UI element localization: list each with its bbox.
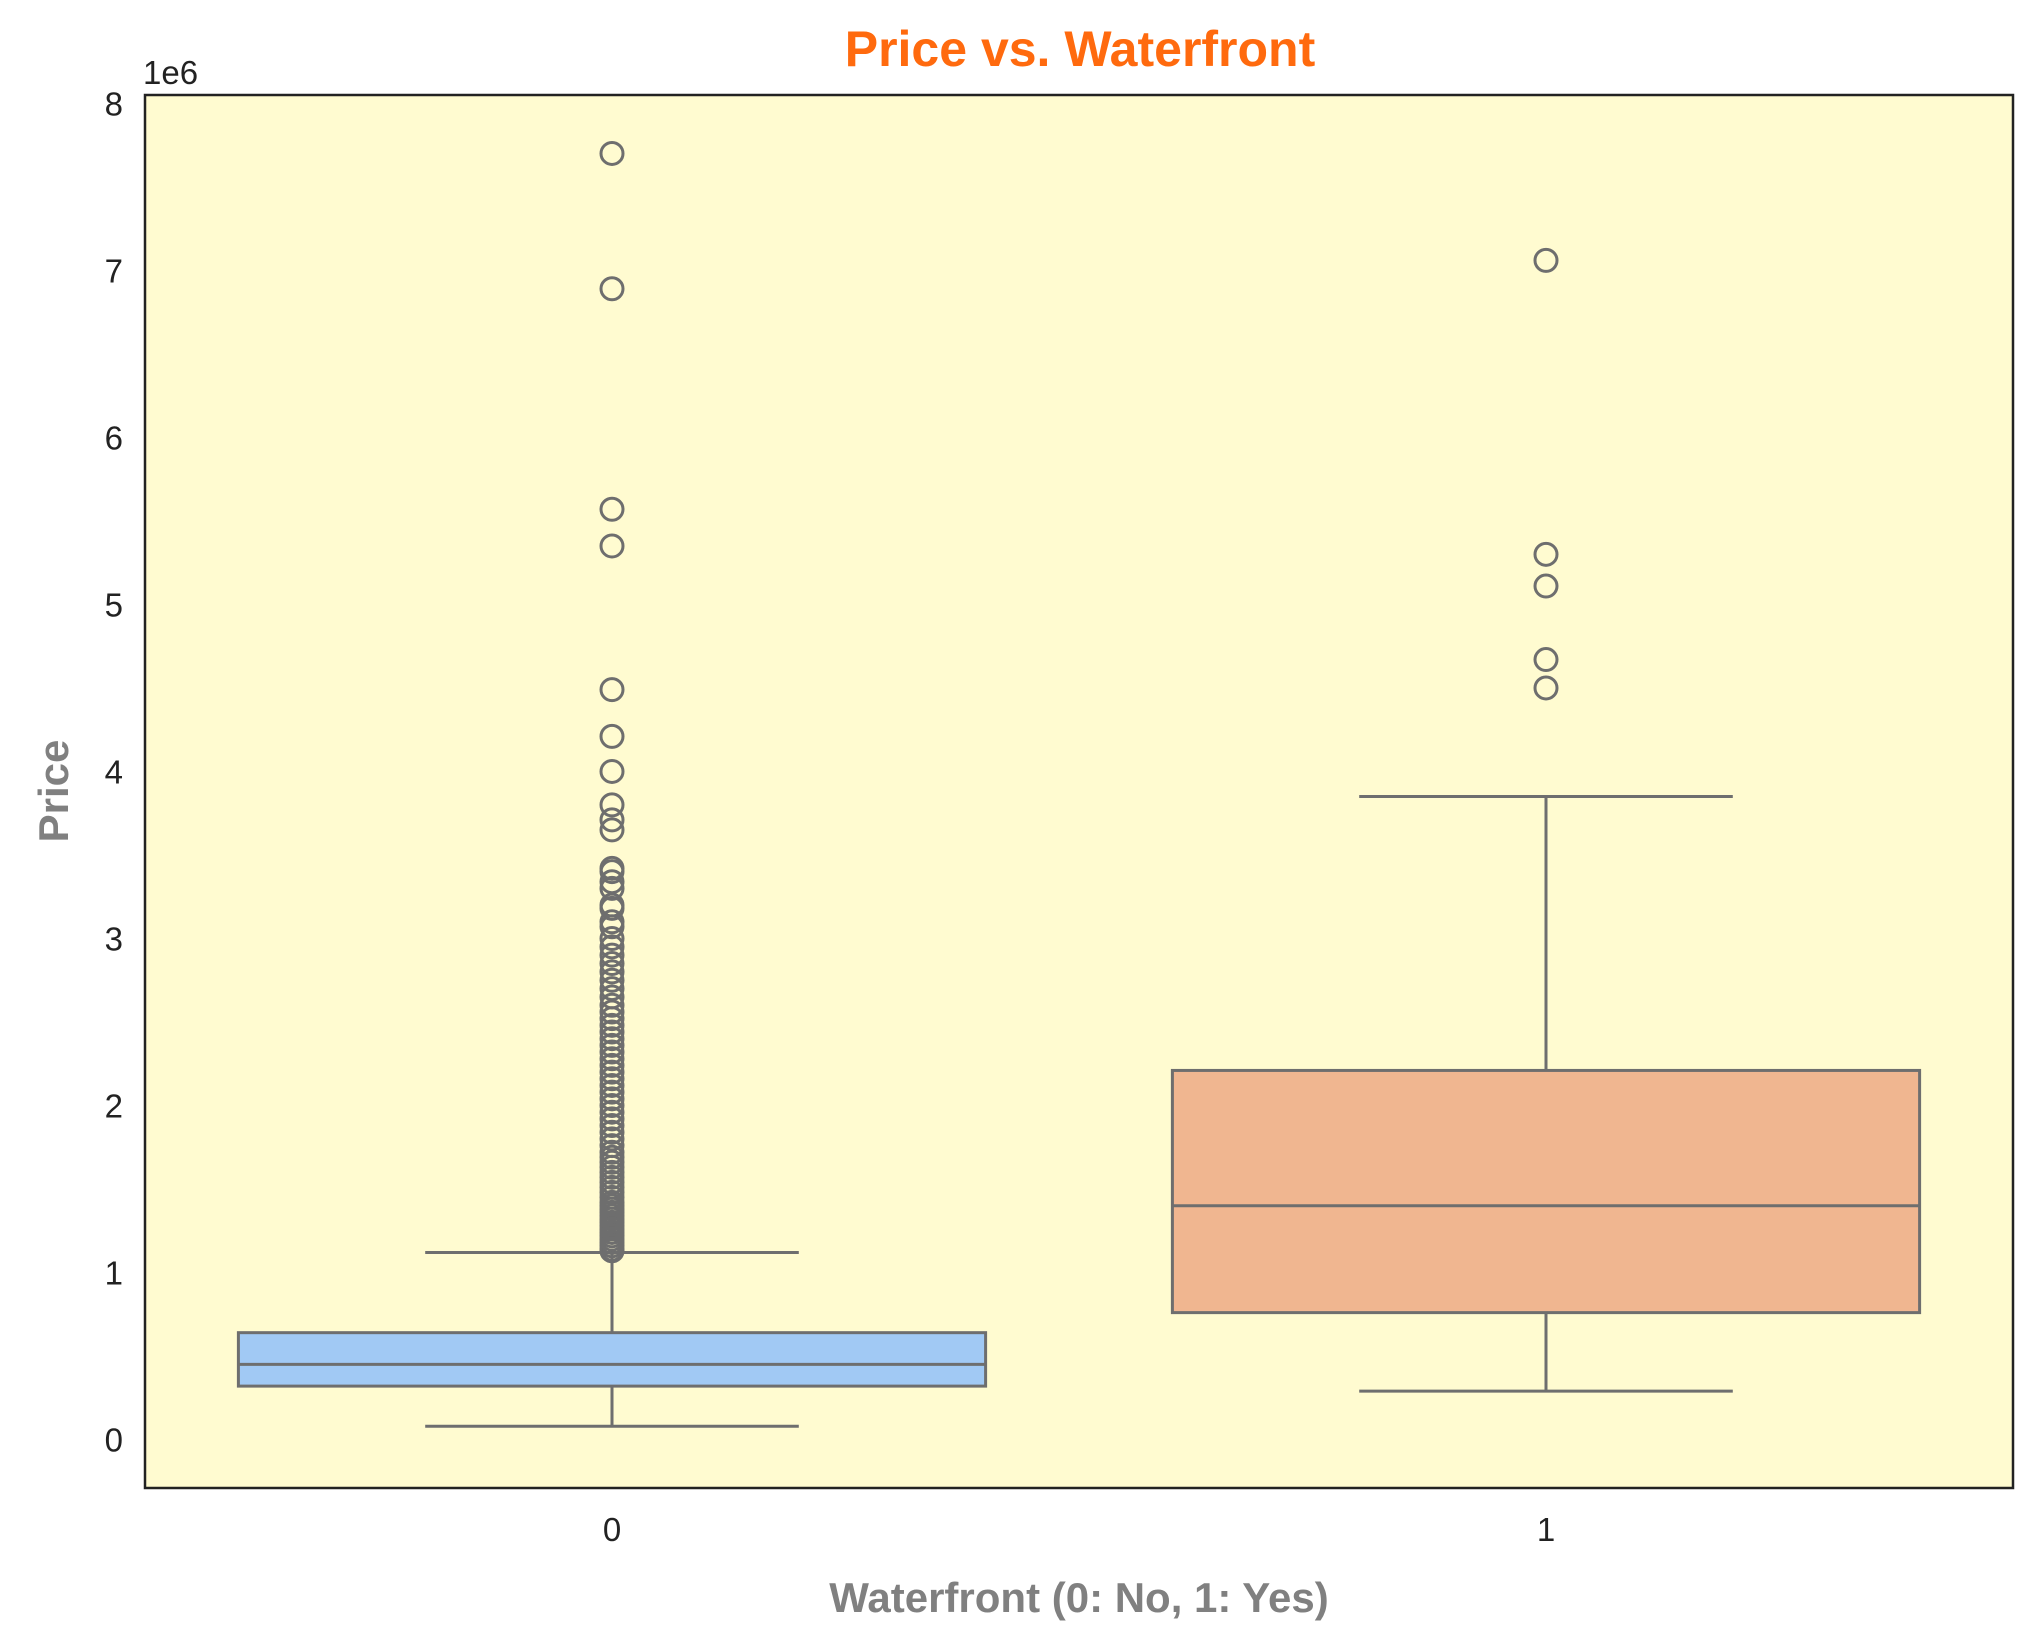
outlier-point-category-0 [599,875,625,901]
outlier-point-category-0 [599,1026,625,1052]
y-tick-label: 1 [105,1255,123,1292]
outlier-point-category-0 [599,859,625,885]
outlier-point-category-0 [599,723,625,749]
boxes-layer [236,795,1922,1428]
outlier-point-category-0 [599,925,625,951]
outlier-point-category-1 [1533,647,1559,673]
outlier-point-category-0 [599,276,625,302]
outlier-point-category-0 [599,959,625,985]
outlier-point-category-0 [599,942,625,968]
outlier-point-category-0 [599,999,625,1025]
outlier-point-category-0 [599,1066,625,1092]
outlier-point-category-0 [599,817,625,843]
outlier-point-category-0 [599,140,625,166]
y-tick-label: 0 [105,1422,123,1459]
outlier-point-category-0 [599,533,625,559]
outlier-point-category-1 [1533,675,1559,701]
y-tick-label: 4 [105,753,123,790]
outlier-point-category-1 [1533,247,1559,273]
outlier-point-category-0 [599,1006,625,1032]
outlier-point-category-0 [599,758,625,784]
outlier-point-category-0 [599,792,625,818]
outlier-point-category-0 [599,1072,625,1098]
outlier-point-category-0 [599,934,625,960]
y-tick-label: 8 [105,85,123,122]
outlier-point-category-0 [599,496,625,522]
outlier-point-category-0 [599,677,625,703]
box-category-1 [1170,1068,1922,1315]
outlier-point-category-0 [599,1113,625,1139]
outlier-point-category-0 [599,1119,625,1145]
x-axis-label: Waterfront (0: No, 1: Yes) [829,1574,1328,1621]
outlier-point-category-0 [599,1099,625,1125]
outlier-point-category-0 [599,1059,625,1085]
y-tick-label: 5 [105,586,123,623]
outlier-point-category-0 [599,1238,625,1264]
outlier-point-category-0 [599,967,625,993]
x-tick-label: 0 [603,1511,621,1548]
outlier-point-category-1 [1533,573,1559,599]
outlier-point-category-0 [599,914,625,940]
y-axis-ticks: 0 1 2 3 4 5 6 7 8 [105,85,123,1458]
y-tick-label: 3 [105,920,123,957]
outlier-point-category-0 [599,1012,625,1038]
outlier-point-category-0 [599,1086,625,1112]
outlier-point-category-0 [599,1032,625,1058]
outliers-layer [599,140,1559,1264]
outlier-point-category-1 [1533,541,1559,567]
plot-frame [143,93,2015,1490]
y-tick-label: 7 [105,252,123,289]
outlier-point-category-0 [599,1106,625,1132]
outlier-point-category-0 [599,1039,625,1065]
outlier-point-category-0 [599,1052,625,1078]
x-tick-label: 1 [1537,1511,1555,1548]
outlier-point-category-0 [599,1019,625,1045]
box-category-0 [236,1331,988,1388]
y-tick-label: 6 [105,419,123,456]
outlier-point-category-0 [599,1046,625,1072]
outlier-point-category-0 [599,1079,625,1105]
outlier-point-category-0 [599,992,625,1018]
outlier-point-category-0 [599,807,625,833]
y-tick-label: 2 [105,1088,123,1125]
y-axis-label: Price [30,740,77,843]
outlier-point-category-0 [599,1093,625,1119]
y-axis-offset-label: 1e6 [143,54,198,91]
outlier-point-category-0 [599,895,625,921]
chart-title: Price vs. Waterfront [845,21,1316,77]
outlier-point-category-0 [599,951,625,977]
